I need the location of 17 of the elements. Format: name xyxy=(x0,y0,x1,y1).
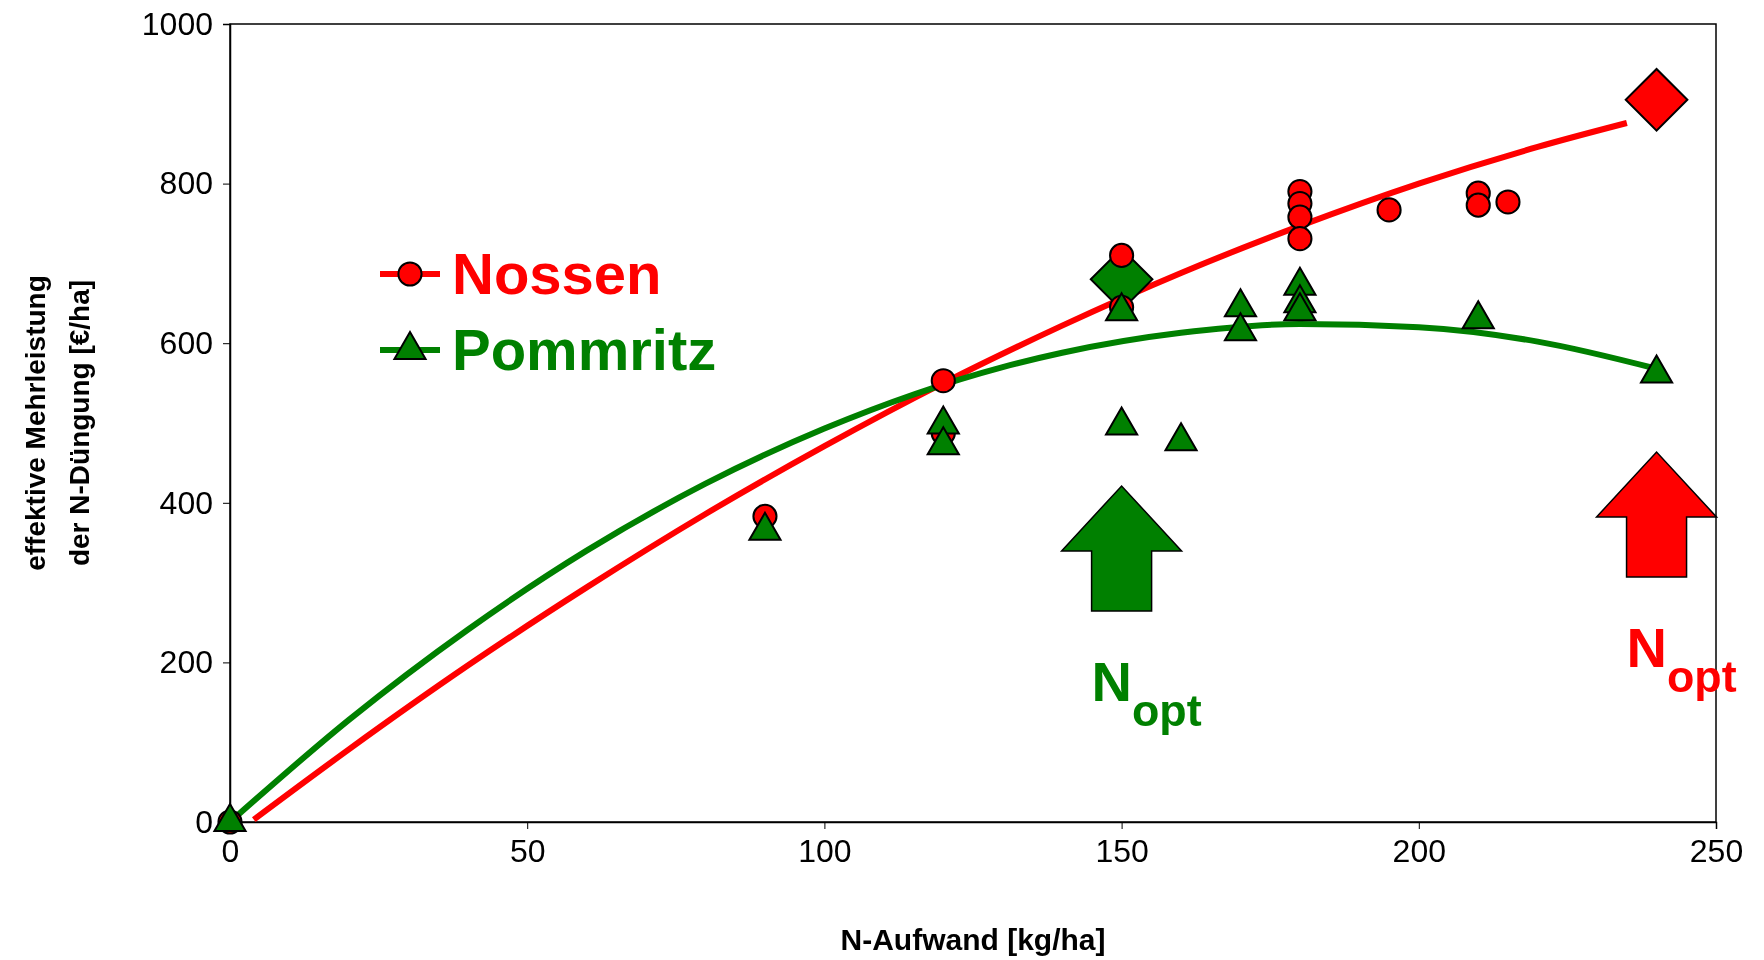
y-tick-label: 600 xyxy=(159,324,213,361)
annotation: N$_{opt}$ xyxy=(1091,650,1202,735)
x-axis-title: N-Aufwand [kg/ha] xyxy=(840,923,1106,956)
x-tick-label: 100 xyxy=(798,832,852,869)
x-tick-label: 50 xyxy=(509,832,546,869)
x-tick-label: 150 xyxy=(1095,832,1149,869)
y-axis-title: effektive Mehrleistung der N-Düngung [€/ha] xyxy=(20,275,95,571)
x-tick-label: 200 xyxy=(1392,832,1446,869)
legend-label: Pommritz xyxy=(452,317,717,382)
legend-label: Nossen xyxy=(452,241,662,306)
y-tick-label: 0 xyxy=(195,803,213,840)
y-tick-label: 200 xyxy=(159,644,213,681)
x-tick-label: 0 xyxy=(221,832,240,869)
y-tick-label: 1000 xyxy=(141,5,213,42)
y-tick-label: 400 xyxy=(159,484,213,521)
y-tick-label: 800 xyxy=(159,165,213,202)
x-tick-label: 250 xyxy=(1689,832,1744,869)
